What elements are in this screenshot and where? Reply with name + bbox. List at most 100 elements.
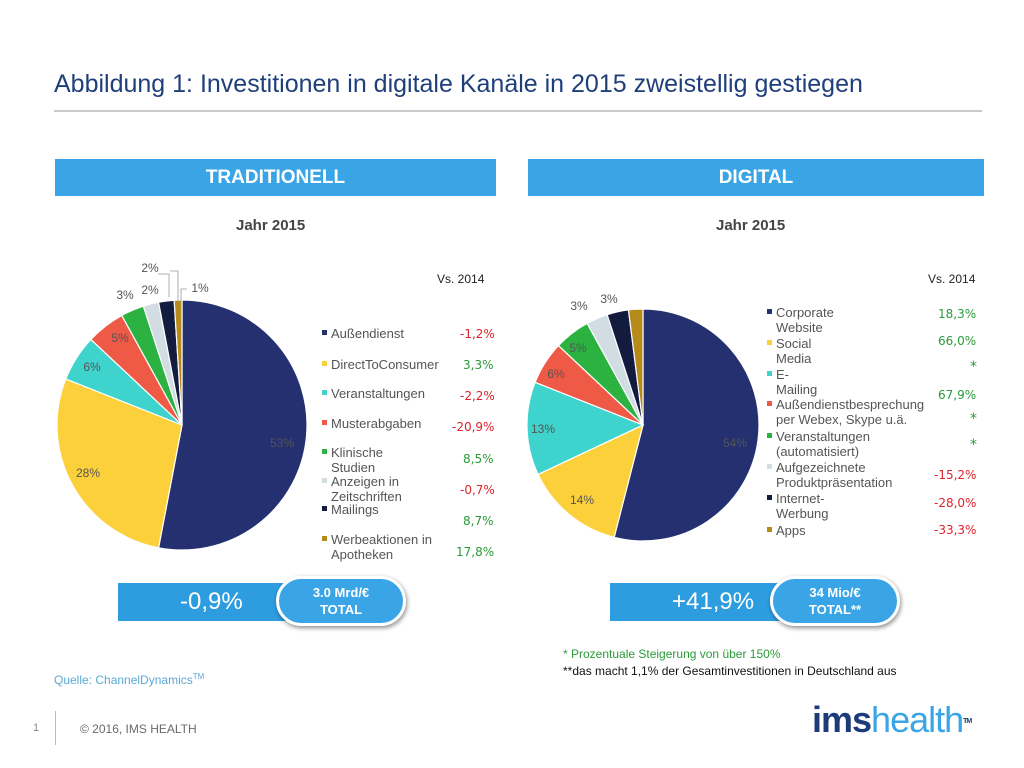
legend-swatch	[322, 390, 327, 396]
legend-label: Veranstaltungen	[331, 386, 425, 401]
change-value: 18,3%	[938, 307, 977, 321]
legend-label: Werbeaktionen in Apotheken	[331, 532, 432, 562]
change-value: 66,0%	[938, 334, 977, 348]
leader-line	[180, 288, 187, 301]
legend-label: Corporate Website	[776, 305, 834, 335]
legend-swatch	[322, 506, 327, 512]
digital-total-bubble: 34 Mio/€ TOTAL**	[770, 576, 900, 626]
slice-value-label: 6%	[547, 367, 565, 381]
source-label: Quelle: ChannelDynamics	[54, 673, 193, 687]
legend-swatch	[322, 361, 327, 367]
legend-item-aufgezeichnete-produktpraesentation: Aufgezeichnete Produktpräsentation	[767, 460, 926, 490]
legend-swatch	[767, 527, 772, 533]
pie-slice	[627, 308, 644, 426]
traditional-year-label: Jahr 2015	[236, 217, 306, 234]
change-value: -33,3%	[934, 523, 977, 537]
change-value: -28,0%	[934, 496, 977, 510]
digital-year-label: Jahr 2015	[716, 217, 786, 234]
footnote-double-asterisk: **das macht 1,1% der Gesamtinvestitionen…	[563, 664, 897, 678]
legend-label: Musterabgaben	[331, 416, 422, 431]
bubble-label: TOTAL**	[808, 602, 862, 617]
page-title: Abbildung 1: Investitionen in digitale K…	[54, 70, 863, 98]
footnote-asterisk: * Prozentuale Steigerung von über 150%	[563, 647, 781, 661]
slice-value-label: 3%	[116, 288, 134, 302]
slice-value-label: 3%	[570, 299, 588, 313]
legend-swatch	[767, 340, 772, 346]
legend-label: E-Mailing	[776, 367, 818, 397]
change-value: -2,2%	[460, 389, 495, 403]
pie-slice	[537, 423, 644, 539]
leader-line	[170, 270, 179, 301]
traditional-pie-chart: 53% 28% 6% 5% 3% 2% 2% 1%	[56, 261, 308, 551]
legend-swatch	[322, 420, 327, 426]
pie-slice	[526, 381, 645, 476]
legend-item-aussendienst: Außendienst	[322, 326, 404, 341]
digital-vs-label: Vs. 2014	[928, 272, 976, 286]
legend-item-mailings: Mailings	[322, 502, 379, 517]
legend-swatch	[322, 330, 327, 336]
slice-value-label: 28%	[76, 466, 100, 480]
digital-pie-chart: 54% 14% 13% 6% 5% 3% 3%	[526, 292, 760, 542]
legend-item-apps: Apps	[767, 523, 806, 538]
legend-item-social-media: Social Media	[767, 336, 811, 366]
legend-label: DirectToConsumer	[331, 357, 439, 372]
change-value: *	[970, 359, 977, 375]
change-value: *	[970, 437, 977, 453]
change-value: 17,8%	[456, 545, 495, 559]
bubble-amount: 34 Mio/€	[809, 585, 861, 600]
legend-item-directtoconsumer: DirectToConsumer	[322, 357, 439, 372]
slice-value-label: 3%	[600, 292, 618, 306]
legend-swatch	[322, 536, 327, 542]
footer-divider	[55, 711, 56, 745]
change-value: -15,2%	[934, 468, 977, 482]
legend-item-klinische-studien: Klinische Studien	[322, 445, 383, 475]
slice-value-label: 5%	[569, 341, 587, 355]
change-value: -1,2%	[460, 327, 495, 341]
legend-label: Außendienst	[331, 326, 404, 341]
change-value: 3,3%	[463, 358, 494, 372]
legend-item-veranstaltungen-automatisiert: Veranstaltungen (automatisiert)	[767, 429, 896, 459]
ims-health-logo: imshealthTM	[812, 699, 972, 740]
pie-slice	[157, 299, 308, 551]
legend-item-aussendienstbesprechung: Außendienstbesprechung per Webex, Skype …	[767, 397, 946, 427]
pie-slice	[56, 378, 183, 549]
legend-label: Klinische Studien	[331, 445, 384, 475]
slice-value-label: 54%	[723, 436, 747, 450]
legend-label: Social Media	[776, 336, 812, 366]
bubble-label: TOTAL	[319, 602, 363, 617]
legend-label: Aufgezeichnete Produktpräsentation	[776, 460, 893, 490]
slice-value-label: 14%	[570, 493, 594, 507]
change-value: -0,7%	[460, 483, 495, 497]
slice-value-label: 5%	[111, 331, 129, 345]
legend-item-werbeaktionen: Werbeaktionen in Apotheken	[322, 532, 451, 562]
legend-item-musterabgaben: Musterabgaben	[322, 416, 421, 431]
legend-item-veranstaltungen: Veranstaltungen	[322, 386, 425, 401]
change-value: *	[970, 411, 977, 427]
legend-swatch	[322, 478, 327, 484]
legend-item-corporate-website: Corporate Website	[767, 305, 834, 335]
slice-value-label: 6%	[83, 360, 101, 374]
slice-value-label: 13%	[531, 422, 555, 436]
legend-swatch	[322, 449, 327, 455]
legend-label: Anzeigen in Zeitschriften	[331, 474, 402, 504]
logo-ims: ims	[812, 699, 872, 740]
change-value: 8,7%	[463, 514, 494, 528]
slice-value-label: 53%	[270, 436, 294, 450]
legend-label: Apps	[776, 523, 806, 538]
legend-label: Veranstaltungen (automatisiert)	[776, 429, 870, 459]
legend-label: Internet-Werbung	[776, 491, 829, 521]
legend-item-internet-werbung: Internet-Werbung	[767, 491, 829, 521]
slice-value-label: 2%	[141, 261, 159, 275]
digital-banner: DIGITAL	[528, 159, 984, 196]
slice-value-label: 2%	[141, 283, 159, 297]
legend-label: Außendienstbesprechung per Webex, Skype …	[776, 397, 925, 427]
legend-swatch	[767, 309, 772, 315]
logo-health: health	[871, 699, 964, 740]
legend-item-e-mailing: E-Mailing	[767, 367, 817, 397]
legend-swatch	[767, 495, 772, 501]
source-note: Quelle: ChannelDynamicsTM	[54, 672, 204, 687]
leader-line	[158, 273, 170, 297]
page-number: 1	[33, 722, 40, 734]
source-trademark: TM	[192, 672, 205, 681]
legend-swatch	[767, 371, 772, 377]
